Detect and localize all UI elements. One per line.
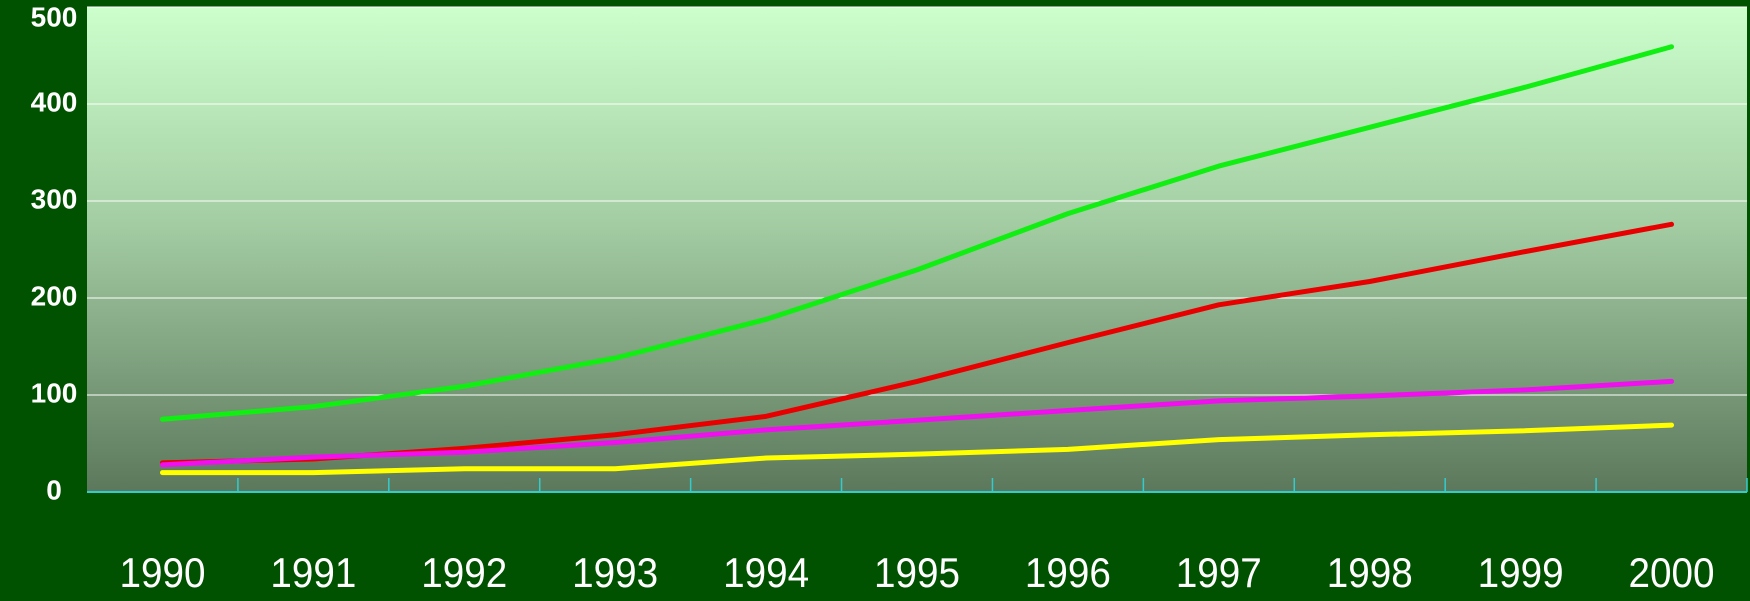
y-tick-label: 0 — [46, 474, 62, 505]
x-tick-label: 1998 — [1327, 549, 1413, 596]
y-tick-label: 400 — [31, 86, 78, 117]
x-tick-label: 1997 — [1176, 549, 1262, 596]
plot-area — [87, 7, 1747, 492]
x-tick-label: 1994 — [723, 549, 809, 596]
x-tick-label: 1991 — [270, 549, 356, 596]
y-tick-label: 500 — [31, 1, 78, 32]
x-tick-label: 1993 — [572, 549, 658, 596]
series-line — [159, 378, 1675, 468]
x-tick-label: 1990 — [119, 549, 205, 596]
y-tick-label: 300 — [31, 183, 78, 214]
x-tick-label: 1999 — [1478, 549, 1564, 596]
x-tick-label: 1996 — [1025, 549, 1111, 596]
y-tick-label: 200 — [31, 280, 78, 311]
x-tick-label: 1992 — [421, 549, 507, 596]
y-tick-label: 100 — [31, 377, 78, 408]
series-line — [159, 44, 1675, 422]
x-tick-label: 1995 — [874, 549, 960, 596]
series-line — [159, 422, 1675, 476]
x-tick-label: 2000 — [1629, 549, 1715, 596]
